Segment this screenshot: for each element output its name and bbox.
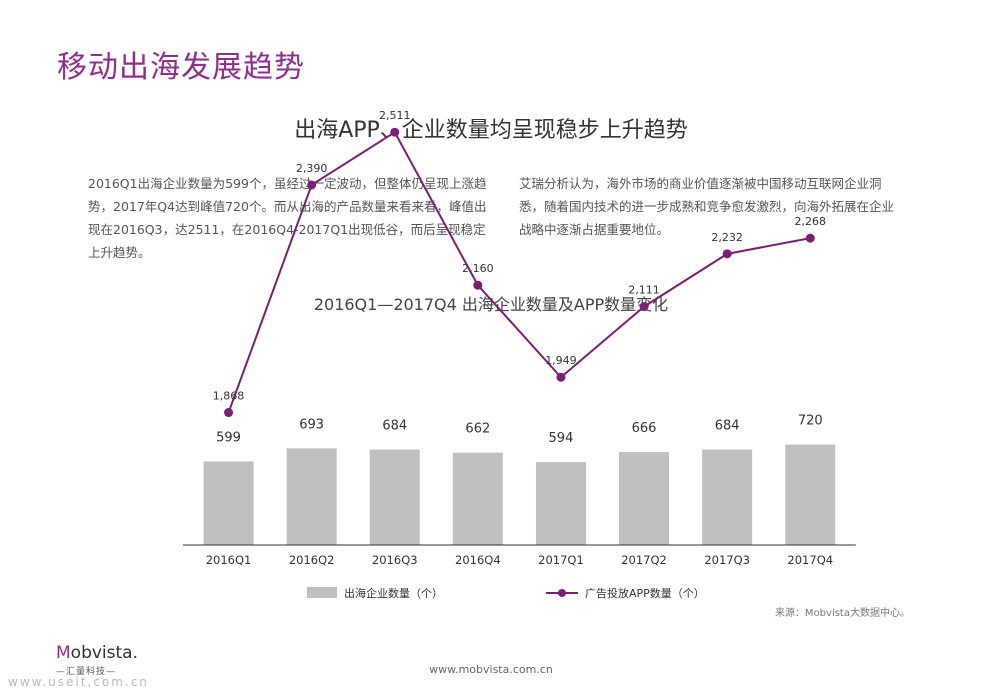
bar-label: 684 — [382, 419, 407, 434]
bar — [785, 444, 836, 545]
bar — [286, 448, 337, 545]
logo-subtext: —汇量科技— — [56, 667, 117, 677]
paragraph-right: 艾瑞分析认为，海外市场的商业价值逐渐被中国移动互联网企业洞悉，随着国内技术的进一… — [519, 176, 895, 237]
line-point — [639, 302, 649, 312]
section-subtitle: 出海APP、企业数量均呈现稳步上升趋势 — [294, 118, 688, 143]
x-tick-label: 2017Q2 — [621, 553, 667, 567]
bar-label: 662 — [465, 422, 490, 437]
x-tick-label: 2017Q1 — [538, 553, 584, 567]
watermark: www.useit.com.cn — [8, 675, 149, 689]
line-point — [307, 180, 317, 190]
bar-label: 594 — [549, 431, 574, 446]
line-point — [805, 233, 815, 243]
bar — [702, 449, 753, 545]
line-point — [473, 280, 483, 290]
bar — [369, 449, 420, 545]
website-url: www.mobvista.com.cn — [429, 663, 553, 676]
line-point-label: 2,511 — [379, 109, 411, 122]
line-point-label: 2,160 — [462, 262, 494, 275]
line-point-label: 1,949 — [545, 354, 577, 367]
bar — [203, 461, 254, 545]
line-point — [722, 249, 732, 259]
legend-bar-label: 出海企业数量（个） — [344, 586, 443, 600]
line-point-label: 2,232 — [711, 231, 743, 244]
legend-line-marker — [558, 589, 566, 597]
line-point-label: 2,111 — [628, 284, 660, 297]
line-point-label: 2,390 — [296, 162, 328, 175]
line-series — [227, 130, 811, 413]
x-tick-label: 2016Q2 — [289, 553, 335, 567]
bar-label: 599 — [216, 430, 241, 445]
line-point-label: 2,268 — [795, 215, 827, 228]
line-point — [224, 408, 234, 418]
legend-line-label: 广告投放APP数量（个） — [585, 586, 705, 600]
legend-bar-swatch — [307, 587, 337, 598]
logo-initial: M — [56, 643, 71, 663]
bar-label: 684 — [715, 419, 740, 434]
bar — [535, 462, 586, 545]
logo-text: obvista. — [70, 643, 138, 663]
bar — [452, 452, 503, 545]
mobvista-logo: Mobvista. —汇量科技— — [56, 644, 138, 677]
source-note: 来源：Mobvista大数据中心。 — [774, 608, 910, 619]
line-point-label: 1,868 — [213, 390, 245, 403]
paragraph-left: 2016Q1出海企业数量为599个，虽经过一定波动，但整体仍呈现上涨趋势，201… — [88, 176, 487, 260]
x-tick-label: 2016Q4 — [455, 553, 501, 567]
x-tick-label: 2017Q3 — [704, 553, 750, 567]
bar-label: 666 — [632, 421, 657, 436]
line-point — [390, 127, 400, 137]
page-title: 移动出海发展趋势 — [57, 50, 305, 85]
bar — [619, 452, 670, 545]
line-point — [556, 372, 566, 382]
x-tick-label: 2016Q3 — [372, 553, 418, 567]
bar-label: 720 — [798, 414, 823, 429]
x-tick-label: 2017Q4 — [787, 553, 833, 567]
bar-label: 693 — [299, 417, 324, 432]
chart-title: 2016Q1—2017Q4 出海企业数量及APP数量变化 — [313, 295, 669, 314]
x-tick-label: 2016Q1 — [206, 553, 252, 567]
